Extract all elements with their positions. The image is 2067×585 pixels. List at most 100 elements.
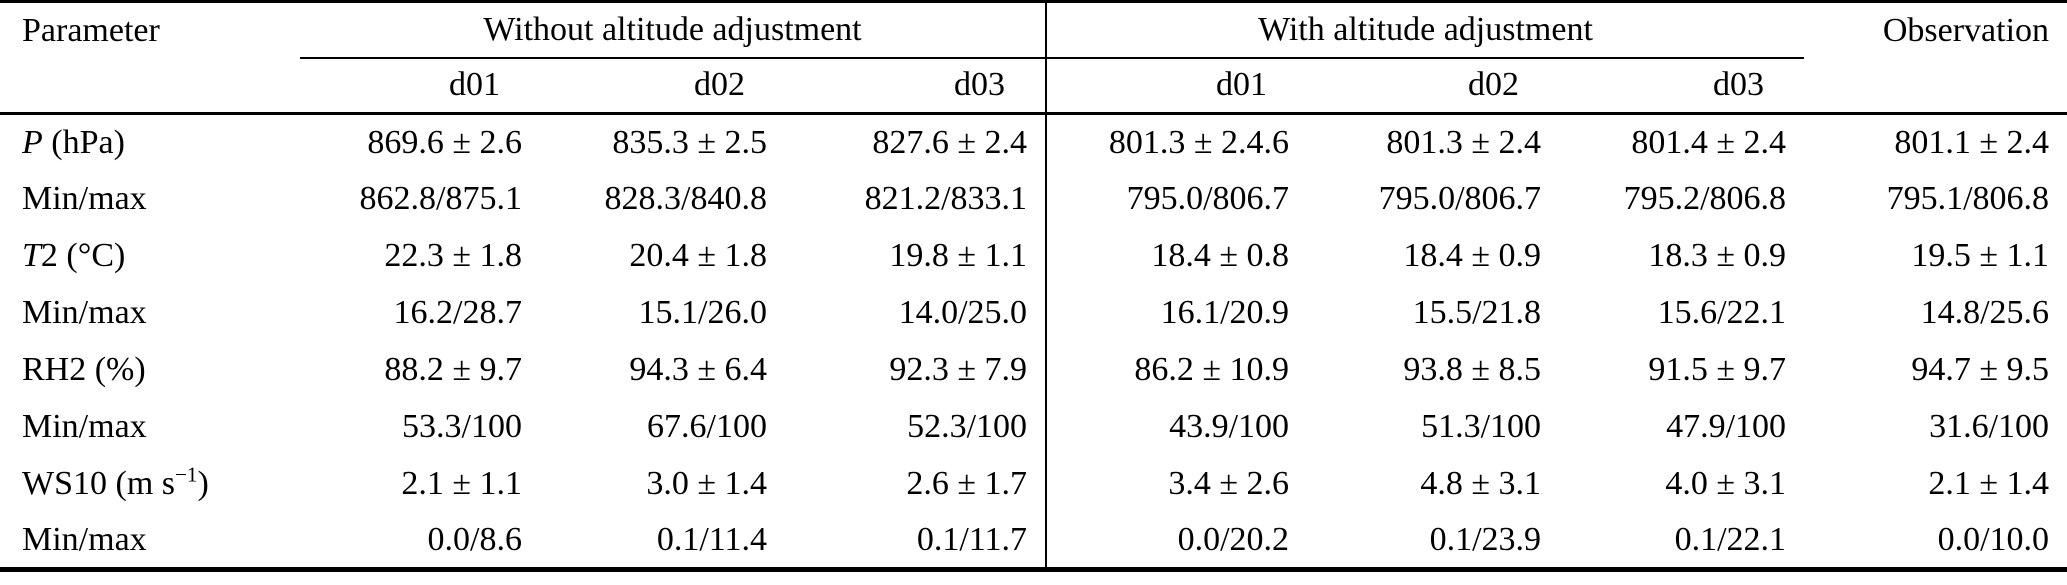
value-cell: 0.1/11.7 (916, 520, 1028, 558)
value-cell: 862.8/875.1 (359, 180, 522, 217)
value-cell: 795.0/806.7 (1045, 170, 1308, 228)
value-cell: 801.1 ± 2.4 (1804, 112, 2067, 171)
subcolumn-without-d03: d03 (954, 66, 1006, 104)
table-row-windspeed: WS10 (m s−1) 2.1 ± 1.1 3.0 ± 1.4 2.6 ± 1… (0, 455, 2067, 513)
value-cell: 869.6 ± 2.6 (300, 112, 540, 171)
value-cell: 795.2/806.8 (1623, 180, 1787, 217)
subcolumn-with-d02: d02 (1468, 66, 1520, 104)
value-cell: 821.2/833.1 (864, 180, 1028, 217)
value-cell: 93.8 ± 8.5 (1403, 351, 1542, 388)
param-label: (hPa) (42, 123, 125, 161)
value-cell: 827.6 ± 2.4 (785, 112, 1047, 171)
table-row-windspeed-minmax: Min/max 0.0/8.6 0.1/11.4 0.1/11.7 0.0/20… (0, 512, 2067, 570)
value-cell: 19.5 ± 1.1 (1911, 237, 2050, 274)
value-cell: 0.0/10.0 (1937, 520, 2050, 558)
table-row-pressure: P (hPa) 869.6 ± 2.6 835.3 ± 2.5 827.6 ± … (0, 112, 2067, 171)
value-cell: 828.3/840.8 (604, 180, 767, 217)
value-cell: 15.6/22.1 (1657, 294, 1787, 331)
value-cell: 92.3 ± 7.9 (889, 351, 1028, 388)
param-cell: T2 (°C) (0, 228, 300, 285)
value-cell: 18.4 ± 0.8 (1045, 227, 1308, 285)
subcolumn-without-d02: d02 (694, 66, 745, 104)
param-cell: RH2 (%) (0, 342, 300, 399)
value-cell: 47.9/100 (1666, 408, 1787, 445)
table-row-temperature: T2 (°C) 22.3 ± 1.8 20.4 ± 1.8 19.8 ± 1.1… (0, 227, 2067, 285)
param-cell: P (hPa) (0, 112, 300, 171)
param-cell: Min/max (0, 285, 300, 342)
value-cell: 835.3 ± 2.5 (540, 112, 785, 171)
table-header: Parameter Without altitude adjustment Wi… (0, 1, 2067, 114)
value-cell: 0.0/20.2 (1045, 512, 1308, 570)
value-cell: 16.1/20.9 (1045, 284, 1308, 342)
value-cell: 22.3 ± 1.8 (384, 237, 522, 274)
param-cell: Min/max (0, 399, 300, 456)
column-group-without-altitude-adjustment: Without altitude adjustment (300, 1, 1047, 59)
value-cell: 0.1/23.9 (1429, 520, 1542, 558)
value-cell: 2.1 ± 1.1 (401, 465, 522, 502)
param-cell: Min/max (0, 513, 300, 570)
value-cell: 801.4 ± 2.4 (1559, 112, 1805, 171)
value-cell: 795.1/806.8 (1886, 180, 2050, 217)
value-cell: 94.3 ± 6.4 (629, 351, 767, 388)
value-cell: 18.3 ± 0.9 (1648, 237, 1787, 274)
param-label: Min/max (22, 294, 147, 331)
value-cell: 801.3 ± 2.4.6 (1045, 112, 1308, 171)
value-cell: 18.4 ± 0.9 (1403, 237, 1542, 274)
param-symbol: P (22, 123, 43, 161)
column-header-observation: Observation (1882, 12, 2050, 49)
value-cell: 52.3/100 (907, 408, 1028, 445)
column-group-with-altitude-adjustment: With altitude adjustment (1045, 1, 1805, 59)
table-row-humidity-minmax: Min/max 53.3/100 67.6/100 52.3/100 43.9/… (0, 398, 2067, 456)
value-cell: 86.2 ± 10.9 (1045, 341, 1308, 399)
value-cell: 19.8 ± 1.1 (889, 237, 1028, 274)
value-cell: 4.0 ± 3.1 (1665, 465, 1787, 502)
param-label: Min/max (22, 408, 147, 445)
subcolumn-with-d03: d03 (1713, 66, 1765, 104)
column-header-parameter: Parameter (22, 12, 160, 49)
value-cell: 91.5 ± 9.7 (1648, 351, 1787, 388)
value-cell: 14.8/25.6 (1920, 294, 2050, 331)
param-label: WS10 (m s (22, 465, 175, 502)
subcolumn-with-d01: d01 (1045, 57, 1308, 114)
table-row-humidity: RH2 (%) 88.2 ± 9.7 94.3 ± 6.4 92.3 ± 7.9… (0, 341, 2067, 399)
table-row-pressure-minmax: Min/max 862.8/875.1 828.3/840.8 821.2/83… (0, 170, 2067, 228)
value-cell: 795.0/806.7 (1378, 180, 1542, 217)
subcolumn-without-d01: d01 (449, 66, 500, 104)
param-symbol: T (22, 237, 41, 274)
value-cell: 0.0/8.6 (427, 520, 522, 558)
param-cell: Min/max (0, 171, 300, 228)
value-cell: 88.2 ± 9.7 (384, 351, 522, 388)
value-cell: 67.6/100 (647, 408, 767, 445)
value-cell: 3.0 ± 1.4 (646, 465, 767, 502)
table-row-temperature-minmax: Min/max 16.2/28.7 15.1/26.0 14.0/25.0 16… (0, 284, 2067, 342)
value-cell: 0.1/22.1 (1674, 520, 1787, 558)
value-cell: 2.6 ± 1.7 (906, 465, 1028, 502)
value-cell: 0.1/11.4 (656, 520, 767, 558)
value-cell: 801.3 ± 2.4 (1307, 112, 1560, 171)
param-superscript: −1 (175, 462, 198, 487)
value-cell: 4.8 ± 3.1 (1420, 465, 1542, 502)
group-header-row: Parameter Without altitude adjustment Wi… (0, 1, 2067, 59)
statistics-table: Parameter Without altitude adjustment Wi… (0, 0, 2067, 572)
param-label: Min/max (22, 180, 147, 217)
value-cell: 3.4 ± 2.6 (1045, 455, 1308, 513)
value-cell: 94.7 ± 9.5 (1911, 351, 2050, 388)
value-cell: 15.5/21.8 (1412, 294, 1542, 331)
param-cell: WS10 (m s−1) (0, 456, 300, 513)
param-label: 2 (°C) (40, 237, 126, 274)
param-label-end: ) (197, 465, 209, 502)
value-cell: 31.6/100 (1929, 408, 2050, 445)
table-body: P (hPa) 869.6 ± 2.6 835.3 ± 2.5 827.6 ± … (0, 112, 2067, 570)
value-cell: 51.3/100 (1421, 408, 1542, 445)
value-cell: 15.1/26.0 (638, 294, 767, 331)
value-cell: 43.9/100 (1045, 398, 1308, 456)
value-cell: 2.1 ± 1.4 (1928, 465, 2050, 502)
param-label: Min/max (22, 520, 147, 558)
param-label: RH2 (%) (22, 351, 146, 388)
value-cell: 14.0/25.0 (898, 294, 1028, 331)
value-cell: 16.2/28.7 (393, 294, 522, 331)
value-cell: 20.4 ± 1.8 (629, 237, 767, 274)
subcolumn-header-row: d01 d02 d03 d01 d02 d03 (0, 57, 2067, 114)
value-cell: 53.3/100 (402, 408, 522, 445)
